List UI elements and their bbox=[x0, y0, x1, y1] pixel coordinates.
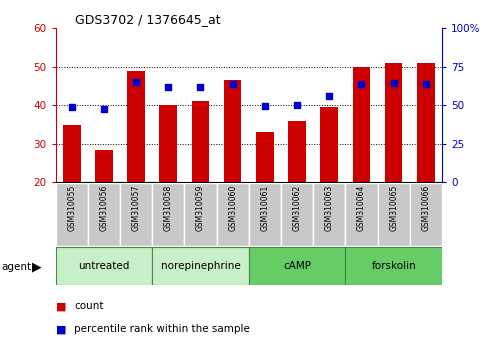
Text: GSM310060: GSM310060 bbox=[228, 185, 237, 231]
Bar bbox=[224, 80, 242, 182]
Bar bbox=[185, 183, 216, 246]
Bar bbox=[120, 183, 152, 246]
Bar bbox=[345, 183, 378, 246]
Text: cAMP: cAMP bbox=[283, 261, 311, 271]
Point bbox=[197, 84, 204, 90]
Text: GSM310059: GSM310059 bbox=[196, 185, 205, 231]
Point bbox=[229, 81, 237, 87]
Bar bbox=[192, 102, 209, 182]
Text: GSM310056: GSM310056 bbox=[99, 185, 108, 231]
Bar bbox=[56, 247, 152, 285]
Text: ■: ■ bbox=[56, 301, 66, 311]
Bar bbox=[249, 247, 345, 285]
Bar bbox=[256, 132, 274, 182]
Text: count: count bbox=[74, 301, 103, 311]
Point bbox=[68, 104, 75, 110]
Bar bbox=[353, 67, 370, 182]
Point bbox=[132, 79, 140, 85]
Text: GSM310066: GSM310066 bbox=[421, 185, 430, 231]
Point bbox=[100, 106, 108, 112]
Bar bbox=[385, 63, 402, 182]
Point bbox=[293, 103, 301, 108]
Text: GSM310055: GSM310055 bbox=[67, 185, 76, 231]
Bar bbox=[216, 183, 249, 246]
Point bbox=[422, 81, 430, 87]
Text: GDS3702 / 1376645_at: GDS3702 / 1376645_at bbox=[75, 13, 221, 26]
Bar bbox=[378, 183, 410, 246]
Bar bbox=[95, 150, 113, 182]
Text: ■: ■ bbox=[56, 324, 66, 334]
Point bbox=[357, 81, 365, 87]
Bar bbox=[417, 63, 435, 182]
Bar bbox=[281, 183, 313, 246]
Bar bbox=[159, 105, 177, 182]
Text: untreated: untreated bbox=[78, 261, 129, 271]
Bar bbox=[152, 183, 185, 246]
Text: GSM310065: GSM310065 bbox=[389, 185, 398, 231]
Point bbox=[326, 93, 333, 99]
Bar bbox=[88, 183, 120, 246]
Bar bbox=[313, 183, 345, 246]
Text: GSM310063: GSM310063 bbox=[325, 185, 334, 231]
Point bbox=[390, 80, 398, 86]
Text: GSM310061: GSM310061 bbox=[260, 185, 270, 231]
Bar bbox=[152, 247, 249, 285]
Text: GSM310057: GSM310057 bbox=[131, 185, 141, 231]
Bar bbox=[288, 121, 306, 182]
Point bbox=[164, 84, 172, 90]
Bar bbox=[410, 183, 442, 246]
Bar bbox=[249, 183, 281, 246]
Bar bbox=[320, 107, 338, 182]
Text: agent: agent bbox=[1, 262, 31, 272]
Bar bbox=[63, 125, 81, 182]
Text: norepinephrine: norepinephrine bbox=[160, 261, 241, 271]
Text: GSM310064: GSM310064 bbox=[357, 185, 366, 231]
Bar bbox=[127, 71, 145, 182]
Bar bbox=[345, 247, 442, 285]
Text: GSM310062: GSM310062 bbox=[293, 185, 301, 231]
Text: ▶: ▶ bbox=[32, 261, 42, 274]
Text: GSM310058: GSM310058 bbox=[164, 185, 173, 231]
Point bbox=[261, 103, 269, 109]
Bar bbox=[56, 183, 88, 246]
Text: forskolin: forskolin bbox=[371, 261, 416, 271]
Text: percentile rank within the sample: percentile rank within the sample bbox=[74, 324, 250, 334]
